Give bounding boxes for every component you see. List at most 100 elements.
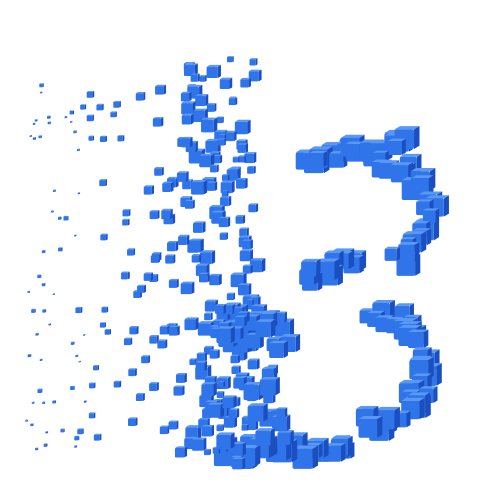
cube-front-face: [228, 98, 236, 106]
cube: [86, 114, 94, 122]
cube-top-face: [384, 246, 401, 249]
cube-front-face: [199, 155, 211, 168]
cube-side-face: [255, 58, 258, 66]
cube-side-face: [190, 136, 193, 148]
cube-front-face: [263, 393, 273, 404]
cube-side-face: [414, 242, 420, 262]
cube-top-face: [189, 238, 204, 241]
cube-top-face: [401, 389, 422, 392]
cube-top-face: [235, 178, 248, 180]
cube-front-face: [192, 223, 203, 233]
cube: [209, 273, 222, 286]
cube-side-face: [170, 208, 173, 220]
cube-side-face: [223, 380, 226, 388]
cube-top-face: [407, 392, 430, 396]
cube-side-face: [406, 410, 411, 428]
cube: [101, 306, 109, 313]
cube-front-face: [204, 313, 211, 321]
cube-side-face: [41, 388, 43, 394]
cube: [41, 283, 46, 287]
cube-top-face: [213, 398, 223, 401]
cube-front-face: [37, 389, 42, 394]
cube-top-face: [60, 428, 65, 430]
cube-top-face: [41, 283, 46, 284]
cube: [173, 385, 185, 396]
cube-side-face: [242, 442, 246, 456]
cube-side-face: [191, 281, 195, 295]
cube-side-face: [177, 325, 180, 336]
cube: [32, 137, 36, 140]
cube-front-face: [249, 260, 262, 273]
cube: [226, 56, 234, 63]
cube: [52, 293, 55, 296]
cube-side-face: [134, 368, 137, 377]
cube: [234, 119, 251, 135]
cube-side-face: [94, 382, 96, 389]
cube-side-face: [247, 424, 249, 431]
cube: [204, 312, 213, 321]
cube-side-face: [394, 406, 400, 430]
cube-side-face: [236, 408, 240, 419]
cube: [74, 435, 80, 441]
cube-front-face: [48, 323, 51, 326]
cube-front-face: [113, 381, 120, 388]
cube-top-face: [301, 258, 321, 262]
cube-front-face: [184, 319, 196, 331]
cube-top-face: [31, 401, 35, 403]
cube-side-face: [233, 292, 235, 301]
cube: [77, 428, 84, 435]
cube-top-face: [216, 424, 224, 426]
cube-top-face: [251, 304, 268, 307]
cube: [184, 63, 198, 77]
cube: [80, 104, 87, 110]
cube-side-face: [60, 216, 62, 220]
cube-top-face: [226, 56, 234, 57]
cube-top-face: [211, 210, 226, 213]
cube-front-face: [93, 434, 100, 441]
cube: [76, 148, 80, 152]
cube: [149, 210, 160, 220]
cube-front-face: [221, 175, 228, 181]
cube-top-face: [168, 278, 179, 281]
cube: [221, 174, 230, 181]
cube: [149, 382, 159, 392]
cube-front-face: [387, 141, 402, 156]
cube: [247, 299, 254, 306]
cube: [276, 407, 288, 418]
cube-front-face: [173, 386, 183, 396]
cube-top-face: [69, 110, 75, 112]
cube-front-face: [99, 180, 106, 187]
cube-front-face: [182, 180, 191, 190]
cube: [255, 428, 275, 446]
cube-top-face: [198, 417, 210, 420]
cube-top-face: [32, 122, 36, 124]
cube-top-face: [27, 290, 31, 292]
cube-side-face: [119, 100, 121, 108]
cube-top-face: [240, 434, 259, 437]
cube: [309, 150, 328, 168]
cube-side-face: [40, 135, 42, 139]
cube-top-face: [113, 100, 121, 102]
cube-side-face: [133, 248, 136, 256]
cube-side-face: [226, 232, 228, 240]
cube-front-face: [178, 236, 187, 245]
cube-side-face: [433, 386, 438, 403]
cube-side-face: [238, 396, 241, 407]
cube-front-face: [122, 210, 129, 217]
cube-front-face: [37, 275, 41, 279]
cube: [168, 420, 179, 430]
cube: [228, 97, 238, 106]
cube-top-face: [37, 388, 43, 390]
cube-front-face: [193, 110, 205, 122]
cube-top-face: [373, 150, 389, 153]
cube-front-face: [191, 439, 204, 451]
cube-side-face: [151, 185, 154, 195]
cube-front-face: [31, 309, 35, 313]
cube: [225, 130, 237, 142]
cube: [47, 121, 51, 125]
cube-side-face: [127, 218, 130, 226]
cube: [88, 135, 95, 141]
cube-front-face: [184, 201, 193, 209]
cube-side-face: [197, 425, 202, 440]
cube: [123, 337, 133, 346]
